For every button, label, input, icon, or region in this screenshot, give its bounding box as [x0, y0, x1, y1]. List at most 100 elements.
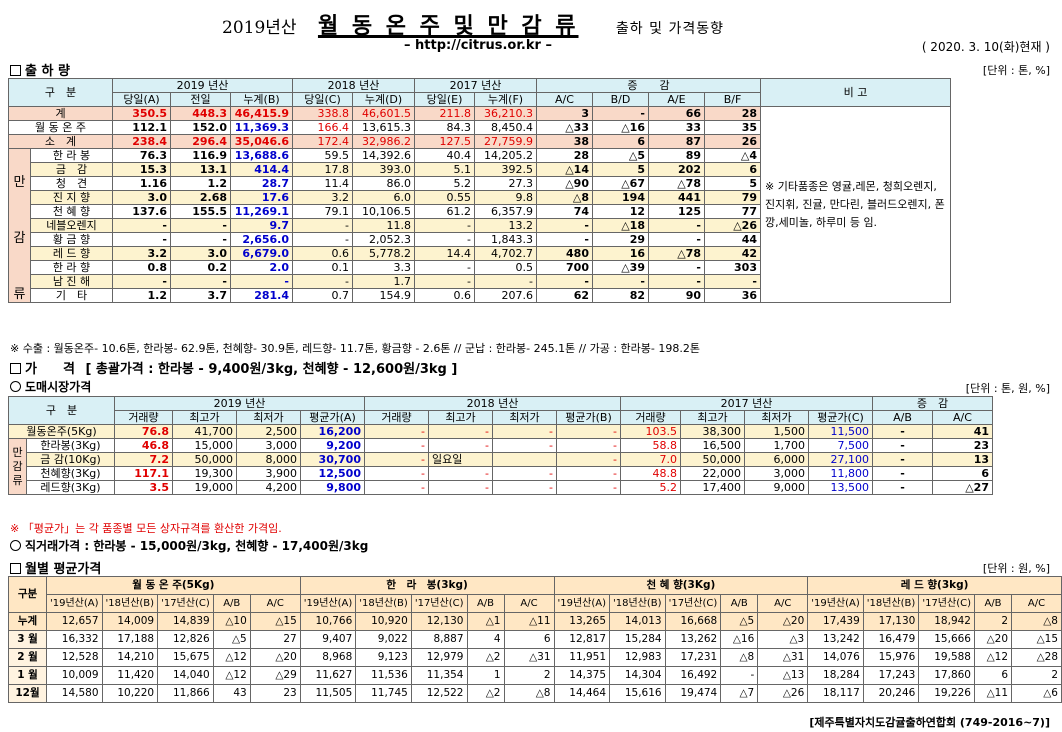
table-row: 12월 14,580 10,220 11,866 43 23 11,505 11,745 12,… — [8, 684, 1062, 703]
table-cell: - — [364, 438, 429, 453]
table-cell: 14,392.6 — [352, 148, 415, 163]
col-header: 누계(D) — [352, 92, 415, 107]
direct-price: 직거래가격 : 한라봉 - 15,000원/3kg, 천혜향 - 17,400원… — [10, 537, 368, 554]
col-header: 최저가 — [236, 410, 301, 425]
table-cell: △39 — [592, 260, 649, 275]
table-cell: - — [170, 218, 231, 233]
table-cell: 2,656.0 — [230, 232, 293, 247]
table-cell: 66 — [648, 106, 705, 121]
table-cell: 3,000 — [744, 466, 809, 481]
table-cell: 13,242 — [807, 630, 864, 649]
col-header: 거래량 — [364, 410, 429, 425]
table-cell: 2.68 — [170, 190, 231, 205]
table-row: 1 월 10,009 11,420 14,040 △12 △29 11,627 11,536 1… — [8, 666, 1062, 685]
table-cell: △20 — [974, 630, 1012, 649]
table-cell: - — [292, 274, 353, 289]
table-cell: 0.5 — [474, 260, 537, 275]
table-cell: - — [492, 480, 557, 495]
col-header-2017: 2017 년산 — [414, 78, 537, 93]
table-cell: △3 — [757, 630, 809, 649]
table-cell: 441 — [648, 190, 705, 205]
table-cell: 9,022 — [355, 630, 412, 649]
table-cell: 10,106.5 — [352, 204, 415, 219]
price-table: 구 분 2019 년산 2018 년산 2017 년산 증 감 거래량 최고가 최저가 평균가(… — [8, 396, 993, 495]
table-cell: 38 — [536, 134, 593, 149]
col-header: 거래량 — [620, 410, 681, 425]
shipment-heading: 출 하 량 — [10, 60, 70, 79]
table-cell: 9,407 — [299, 630, 357, 649]
table-cell: 9.8 — [474, 190, 537, 205]
table-cell: △12 — [974, 648, 1012, 667]
table-cell: 8,968 — [299, 648, 357, 667]
table-cell: 3,000 — [236, 438, 301, 453]
table-cell: 0.6 — [414, 288, 475, 303]
col-header: 당일(C) — [292, 92, 353, 107]
col-header-category: 구 분 — [8, 78, 113, 107]
table-cell: 5 — [592, 162, 649, 177]
table-cell: 2,500 — [236, 424, 301, 439]
table-cell: 12,817 — [553, 630, 611, 649]
table-cell: 3.7 — [170, 288, 231, 303]
table-cell: 27 — [249, 630, 301, 649]
site-url[interactable]: – http://citrus.or.kr – — [404, 38, 552, 53]
table-cell: 17,243 — [862, 666, 920, 685]
table-cell: 6.0 — [352, 190, 415, 205]
table-cell: 15.3 — [112, 162, 171, 177]
table-cell: 18,942 — [918, 612, 975, 631]
table-cell: △26 — [704, 218, 761, 233]
table-cell: - — [872, 480, 933, 495]
col-header: 거래량 — [114, 410, 173, 425]
table-cell: 42 — [704, 246, 761, 261]
price-unit: [단위 : 톤, 원, %] — [965, 382, 1050, 395]
table-cell: 13,615.3 — [352, 120, 415, 135]
row-label: 천 혜 향 — [30, 204, 113, 219]
table-cell: 127.5 — [414, 134, 475, 149]
table-cell: 3.2 — [292, 190, 353, 205]
table-cell: - — [364, 466, 429, 481]
col-header-remarks: 비 고 — [760, 78, 951, 107]
table-row: 천혜향(3Kg) 117.1 19,300 3,900 12,500- - - -48.8 22… — [9, 466, 993, 481]
footer-source: [제주특별자치도감귤출하연합회 (749-2016~7)] — [809, 716, 1050, 729]
table-cell: △8 — [536, 190, 593, 205]
table-cell: 13,688.6 — [230, 148, 293, 163]
table-cell: 0.1 — [292, 260, 353, 275]
table-cell: 6 — [974, 666, 1012, 685]
table-cell: 16,492 — [664, 666, 722, 685]
table-cell: - — [428, 438, 493, 453]
table-cell: △5 — [212, 630, 251, 649]
table-cell: 12,983 — [609, 648, 666, 667]
table-cell: 16,332 — [46, 630, 103, 649]
sub-header: '18년산(B) — [862, 594, 920, 613]
table-cell: 28 — [704, 106, 761, 121]
table-cell: 9,800 — [300, 480, 365, 495]
avg-price-note: ※ 「평균가」는 각 품종별 모든 상자규격를 환산한 가격임. — [10, 522, 282, 535]
sub-header: '18년산(B) — [609, 594, 666, 613]
table-cell: - — [414, 218, 475, 233]
col-header: 최저가 — [744, 410, 809, 425]
col-header-category: 구 분 — [8, 396, 115, 425]
table-cell: 18,117 — [807, 684, 864, 703]
circle-bullet-icon — [10, 381, 21, 392]
table-cell: 12 — [592, 204, 649, 219]
table-cell: 19,474 — [664, 684, 722, 703]
table-cell: △4 — [704, 148, 761, 163]
col-header: A/B — [872, 410, 933, 425]
table-cell: 16,500 — [680, 438, 745, 453]
table-cell: 9.7 — [230, 218, 293, 233]
col-header-2019: 2019 년산 — [112, 78, 293, 93]
table-row: 만 감 류 한라봉(3Kg) 46.8 15,000 3,000 9,200- - - -58.8 1… — [8, 438, 993, 495]
table-cell: 87 — [648, 134, 705, 149]
col-header: 누계(B) — [230, 92, 293, 107]
row-label: 네블오렌지 — [30, 218, 113, 233]
monthly-heading: 월별 평균가격 — [10, 558, 101, 577]
table-cell: - — [428, 466, 493, 481]
table-row: 2 월 12,528 14,210 15,675 △12 △20 8,968 9,123 12,… — [8, 648, 1062, 667]
price-table-wrap: 구 분 2019 년산 2018 년산 2017 년산 증 감 거래량 최고가 최저가 평균가(… — [8, 396, 993, 495]
table-cell: 76.3 — [112, 148, 171, 163]
table-cell: 154.9 — [352, 288, 415, 303]
table-cell: - — [364, 480, 429, 495]
table-cell: 14.4 — [414, 246, 475, 261]
circle-bullet-icon — [10, 540, 21, 551]
table-cell: 4,200 — [236, 480, 301, 495]
